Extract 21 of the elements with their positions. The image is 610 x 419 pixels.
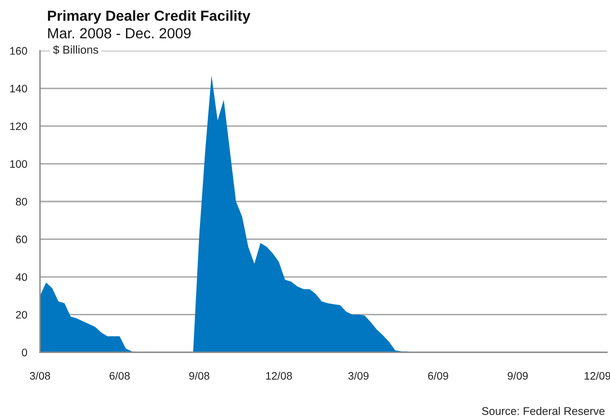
x-tick-label: 9/08: [189, 372, 210, 380]
chart-subtitle: Mar. 2008 - Dec. 2009: [48, 28, 191, 38]
y-tick-label: 0: [22, 348, 28, 356]
y-tick-label: 80: [16, 198, 28, 206]
y-axis-title: $ Billions: [53, 45, 98, 54]
x-tick-label: 3/08: [30, 372, 50, 380]
chart-title: Primary Dealer Credit Facility: [48, 10, 250, 24]
y-tick-label: 140: [10, 84, 28, 92]
y-tick-label: 100: [10, 160, 28, 168]
x-tick-label: 9/09: [508, 372, 528, 380]
x-tick-label: 12/08: [266, 372, 292, 380]
x-tick-label: 6/08: [110, 372, 130, 380]
source-note: Source: Federal Reserve: [482, 406, 605, 415]
x-tick-label: 3/09: [348, 372, 369, 380]
y-tick-label: 20: [16, 310, 28, 319]
x-tick-label: 6/09: [428, 372, 448, 380]
y-tick-label: 60: [16, 236, 28, 244]
y-tick-label: 120: [10, 122, 28, 130]
y-tick-label: 40: [16, 273, 28, 281]
y-tick-label: 160: [10, 47, 28, 55]
x-tick-label: 12/09: [584, 372, 610, 380]
